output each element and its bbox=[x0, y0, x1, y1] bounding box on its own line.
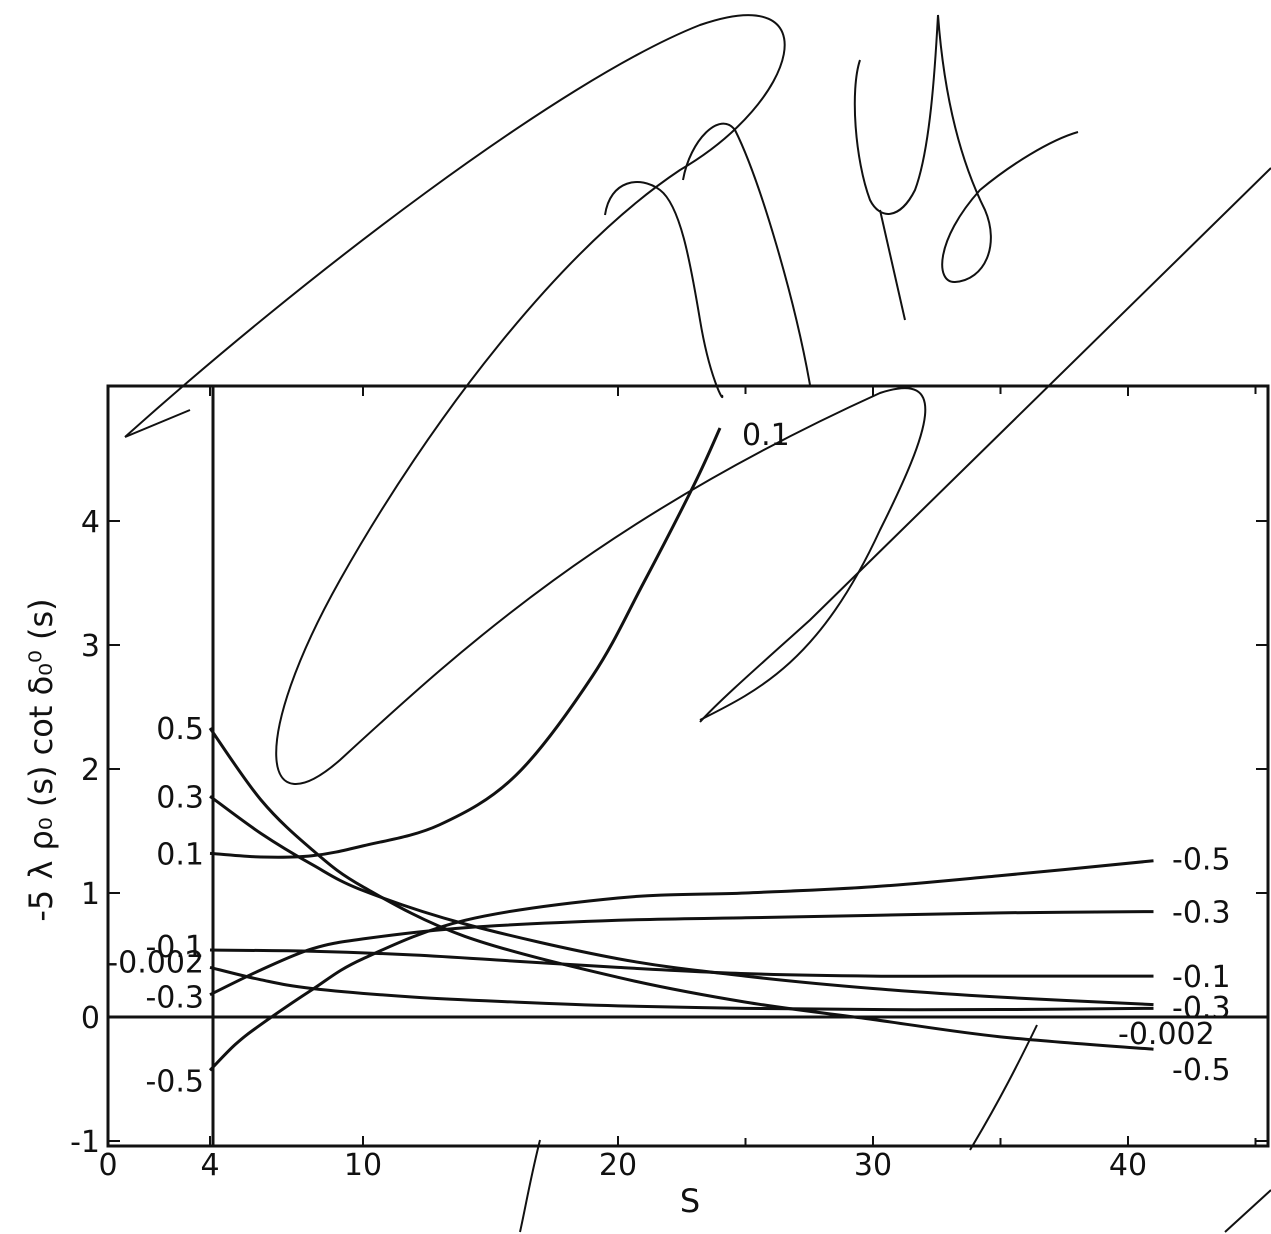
series-line bbox=[209, 910, 1154, 997]
series-line bbox=[208, 727, 1154, 1051]
x-tick-label: 10 bbox=[344, 1148, 382, 1183]
x-tick-label: 0 bbox=[98, 1148, 117, 1183]
series-label-left: 0.3 bbox=[156, 780, 204, 815]
x-tick-label: 40 bbox=[1109, 1148, 1147, 1183]
data-curves bbox=[208, 427, 1154, 1072]
series-labels: 0.50.30.1-0.1-0.002-0.3-0.5-0.5-0.3-0.1-… bbox=[107, 712, 1230, 1099]
plot-frame bbox=[106, 384, 1270, 1148]
y-tick-label: 4 bbox=[81, 505, 100, 540]
y-tick-label: 1 bbox=[81, 877, 100, 912]
series-line bbox=[209, 948, 1154, 978]
series-label-right: -0.5 bbox=[1172, 842, 1231, 877]
y-tick-label: 2 bbox=[81, 753, 100, 788]
series-line bbox=[208, 859, 1154, 1072]
y-tick-label: 0 bbox=[81, 1001, 100, 1036]
series-line bbox=[209, 965, 1154, 1012]
y-axis-label: -5 λ ρ₀ (s) cot δ₀⁰ (s) bbox=[22, 598, 60, 921]
series-label-left: -0.1 bbox=[145, 930, 204, 965]
series-label-right: -0.3 bbox=[1172, 991, 1231, 1026]
series-label-left: 0.1 bbox=[156, 837, 204, 872]
x-tick-label: 4 bbox=[200, 1148, 219, 1183]
x-tick-label: 20 bbox=[599, 1148, 637, 1183]
scribble-marks bbox=[124, 14, 1271, 1233]
series-label-left: -0.002 bbox=[107, 945, 204, 980]
series-label-left: -0.5 bbox=[145, 1064, 204, 1099]
series-label-right: -0.5 bbox=[1172, 1053, 1231, 1088]
x-tick-label: 30 bbox=[854, 1148, 892, 1183]
top-curve-label: 0.1 bbox=[742, 418, 790, 453]
series-label-left: -0.3 bbox=[145, 981, 204, 1016]
y-tick-label: 3 bbox=[81, 629, 100, 664]
series-line bbox=[209, 427, 722, 859]
y-tick-label: -1 bbox=[70, 1125, 100, 1160]
x-axis-label: S bbox=[680, 1182, 700, 1220]
series-label-right: -0.3 bbox=[1172, 896, 1231, 931]
series-line bbox=[209, 795, 1154, 1007]
series-label-left: 0.5 bbox=[156, 712, 204, 747]
series-label-right: -0.1 bbox=[1172, 960, 1231, 995]
series-label-right: -0.002 bbox=[1118, 1017, 1215, 1052]
